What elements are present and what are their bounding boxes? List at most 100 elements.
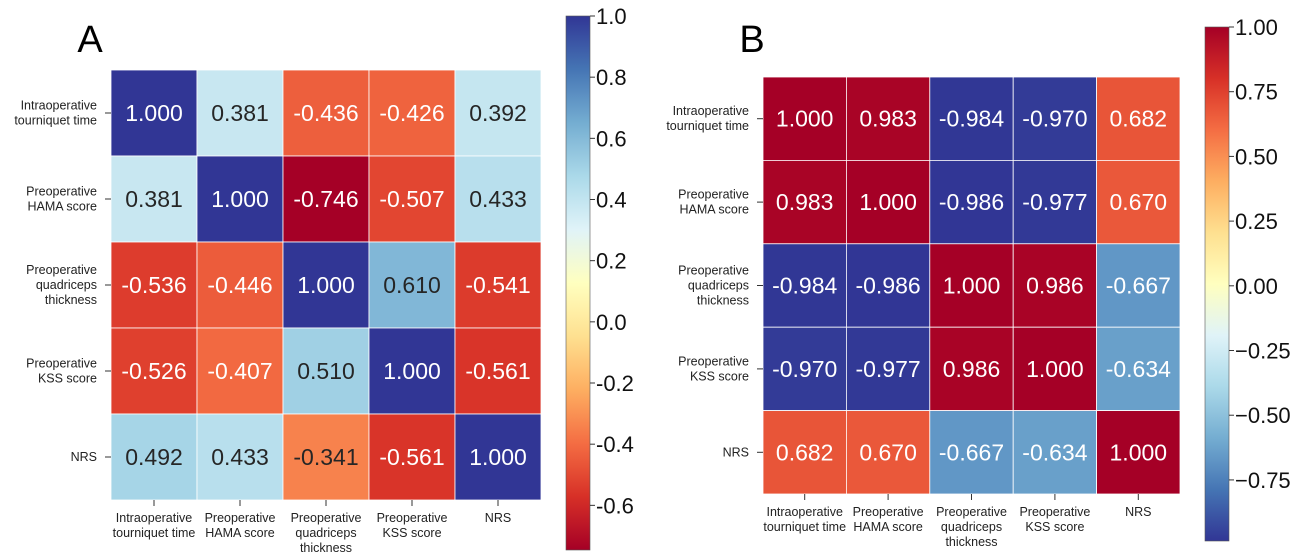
heatmap-b-value-r0-c3: -0.970: [1022, 106, 1087, 132]
colorbar-a-tick-label-7: -0.4: [596, 432, 634, 457]
heatmap-b-cell-r0-c3: [1012, 76, 1098, 161]
heatmap-a-col-label-4: NRS: [485, 511, 511, 525]
heatmap-a-col-label-3: Preoperative KSS score: [377, 511, 448, 540]
heatmap-a-col-label-0: Intraoperative tourniquet time: [113, 511, 196, 540]
heatmap-b-cell-r0-c1: [846, 76, 931, 161]
heatmap-a-col-label-2: Preoperative quadriceps thickness: [291, 511, 362, 552]
heatmap-a-cell-r0-c0: [110, 69, 198, 157]
heatmap-a-cell-r0-c4: [454, 69, 542, 157]
heatmap-b-cell-r0-c2: [929, 76, 1014, 161]
heatmap-b-row-label-2: Preoperative quadriceps thickness: [678, 264, 749, 308]
heatmap-a-value-r1-c4: 0.433: [469, 186, 527, 212]
heatmap-b-cell-r1-c1: [846, 159, 931, 245]
heatmap-a-value-r3-c4: -0.561: [465, 358, 530, 384]
heatmap-a-cell-r4-c1: [196, 413, 284, 501]
heatmap-a-cell-r2-c3: [368, 241, 456, 329]
colorbar-a-tick-label-8: -0.6: [596, 493, 634, 518]
colorbar-a-tick-label-3: 0.4: [596, 188, 627, 213]
heatmap-b-value-r2-c0: -0.984: [772, 273, 837, 299]
heatmap-b-cell-r2-c4: [1096, 243, 1181, 328]
heatmap-a-value-r1-c0: 0.381: [125, 186, 183, 212]
heatmap-b-cell-r0-c4: [1096, 76, 1181, 161]
heatmap-b-row-label-4: NRS: [723, 445, 749, 459]
heatmap-a-value-r4-c4: 1.000: [469, 444, 527, 470]
heatmap-b-value-r4-c1: 0.670: [859, 439, 917, 465]
heatmap-a-cell-r3-c2: [282, 327, 370, 415]
heatmap-b-row-label-1: Preoperative HAMA score: [678, 188, 749, 217]
heatmap-a-value-r2-c3: 0.610: [383, 272, 441, 298]
heatmap-a-cell-r0-c3: [368, 69, 456, 157]
heatmap-a-value-r2-c4: -0.541: [465, 272, 530, 298]
heatmap-a-value-r0-c0: 1.000: [125, 100, 183, 126]
heatmap-a-value-r1-c2: -0.746: [293, 186, 358, 212]
heatmap-b-cell-r1-c2: [929, 159, 1014, 245]
heatmap-a-value-r0-c3: -0.426: [379, 100, 444, 126]
colorbar-a-tick-label-2: 0.6: [596, 126, 627, 151]
colorbar-b-tick-label-3: 0.25: [1235, 209, 1278, 234]
colorbar-b-tick-label-4: 0.00: [1235, 274, 1278, 299]
heatmap-a-row-label-0: Intraoperative tourniquet time: [14, 99, 97, 128]
heatmap-b-col-label-0: Intraoperative tourniquet time: [763, 505, 846, 534]
heatmap-a-cell-r2-c2: [282, 241, 370, 329]
colorbar-b-tick-label-5: −0.25: [1235, 339, 1291, 364]
heatmap-b-cell-r2-c2: [929, 243, 1014, 328]
heatmap-a-row-label-4: NRS: [71, 450, 97, 464]
heatmap-b-col-label-4: NRS: [1125, 505, 1151, 519]
heatmap-a-value-r3-c1: -0.407: [207, 358, 272, 384]
heatmap-a-value-r2-c2: 1.000: [297, 272, 355, 298]
heatmap-a-value-r2-c1: -0.446: [207, 272, 272, 298]
heatmap-a-value-r4-c1: 0.433: [211, 444, 269, 470]
heatmap-a-row-label-3: Preoperative KSS score: [26, 357, 97, 386]
heatmap-a-cell-r3-c3: [368, 327, 456, 415]
colorbar-a-tick-label-6: -0.2: [596, 371, 634, 396]
heatmap-a-value-r3-c2: 0.510: [297, 358, 355, 384]
heatmap-a-cell-r1-c2: [282, 155, 370, 243]
heatmap-b-value-r3-c1: -0.977: [855, 356, 920, 382]
colorbar-a-tick-label-1: 0.8: [596, 65, 627, 90]
heatmap-b-value-r1-c3: -0.977: [1022, 189, 1087, 215]
heatmap-a-cell-r4-c4: [454, 413, 542, 501]
heatmap-b-value-r0-c0: 1.000: [776, 106, 834, 132]
heatmap-a-value-r0-c4: 0.392: [469, 100, 527, 126]
heatmap-b-value-r1-c2: -0.986: [939, 189, 1004, 215]
heatmap-a-row-label-2: Preoperative quadriceps thickness: [26, 263, 97, 307]
heatmap-b-value-r0-c1: 0.983: [859, 106, 917, 132]
heatmap-b-cell-r1-c4: [1096, 159, 1181, 245]
heatmap-a-cell-r0-c2: [282, 69, 370, 157]
heatmap-b-value-r0-c2: -0.984: [939, 106, 1004, 132]
heatmap-a-cell-r3-c4: [454, 327, 542, 415]
heatmap-a-value-r2-c0: -0.536: [121, 272, 186, 298]
heatmap-a-value-r0-c2: -0.436: [293, 100, 358, 126]
heatmap-a-value-r3-c3: 1.000: [383, 358, 441, 384]
heatmap-a-value-r4-c2: -0.341: [293, 444, 358, 470]
heatmap-a-cell-r0-c1: [196, 69, 284, 157]
heatmap-b-value-r2-c2: 1.000: [943, 273, 1001, 299]
heatmap-b-value-r2-c1: -0.986: [855, 273, 920, 299]
heatmap-b-value-r3-c2: 0.986: [943, 356, 1001, 382]
colorbar-b-tick-label-6: −0.50: [1235, 403, 1291, 428]
heatmap-b-value-r0-c4: 0.682: [1110, 106, 1168, 132]
heatmap-b-value-r1-c4: 0.670: [1110, 189, 1168, 215]
heatmap-b-cell-r1-c0: [762, 159, 847, 245]
heatmap-a-col-label-1: Preoperative HAMA score: [205, 511, 276, 540]
colorbar-b: [1204, 26, 1230, 542]
heatmap-b-cell-r1-c3: [1012, 159, 1098, 245]
heatmap-b-value-r3-c4: -0.634: [1106, 356, 1171, 382]
heatmap-b-cell-r2-c1: [846, 243, 931, 328]
heatmap-b-row-label-3: Preoperative KSS score: [678, 354, 749, 383]
heatmap-b-value-r2-c4: -0.667: [1106, 273, 1171, 299]
heatmap-b-cell-r4-c4: [1096, 410, 1181, 495]
panel-label-b: B: [739, 19, 764, 61]
heatmap-a-cell-r2-c4: [454, 241, 542, 329]
heatmap-b-value-r4-c3: -0.634: [1022, 439, 1087, 465]
colorbar-b-tick-label-7: −0.75: [1235, 468, 1291, 493]
heatmap-a-cell-r1-c4: [454, 155, 542, 243]
heatmap-b-cell-r3-c4: [1096, 326, 1181, 412]
heatmap-b-cell-r3-c1: [846, 326, 931, 412]
heatmap-b-value-r4-c0: 0.682: [776, 439, 834, 465]
heatmap-b-value-r1-c1: 1.000: [859, 189, 917, 215]
panel-label-a: A: [77, 19, 103, 61]
colorbar-b-tick-label-1: 0.75: [1235, 80, 1278, 105]
heatmap-a-value-r1-c1: 1.000: [211, 186, 269, 212]
